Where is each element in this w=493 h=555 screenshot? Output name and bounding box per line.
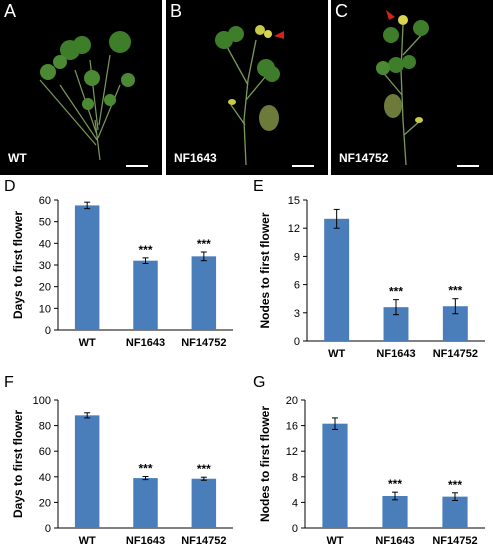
chart-e-category-label: NF1643 <box>376 348 415 360</box>
chart-d-y-tick-label: 40 <box>39 238 51 250</box>
chart-g-y-tick-label: 16 <box>286 421 298 433</box>
chart-e-y-tick-label: 15 <box>288 195 300 207</box>
chart-e-y-tick-label: 12 <box>288 223 300 235</box>
chart-f-bar <box>191 478 217 528</box>
chart-d-y-tick-label: 30 <box>39 260 51 272</box>
chart-f-category-label: NF1643 <box>126 535 165 547</box>
chart-g-category-label: NF14752 <box>432 535 477 547</box>
chart-e-y-tick-label: 9 <box>294 251 300 263</box>
chart-f-y-tick-label: 40 <box>39 472 51 484</box>
chart-e-y-tick-label: 3 <box>294 308 300 320</box>
chart-f-bar <box>74 415 100 528</box>
chart-g-category-label: NF1643 <box>375 535 414 547</box>
chart-d-bar <box>133 260 158 330</box>
chart-d-category-label: WT <box>79 337 96 349</box>
chart-panel-e: E Nodes to first flower 0 3 6 9 12 15 WT *** NF16… <box>247 178 493 363</box>
chart-panel-f: F Days to first flower 0 20 40 60 80 100 WT *** N… <box>0 370 246 555</box>
photo-panel-a: A WT <box>0 0 162 175</box>
chart-d-y-tick-label: 20 <box>39 282 51 294</box>
chart-letter-f: F <box>4 374 14 391</box>
chart-g-y-axis-label: Nodes to first flower <box>258 406 272 522</box>
chart-e-significance-label: *** <box>389 285 403 299</box>
chart-panel-g: G Nodes to first flower 0 4 8 12 16 20 WT *** NF1… <box>247 370 493 555</box>
plant-illustration-c <box>376 10 429 166</box>
chart-letter-g: G <box>253 374 266 391</box>
chart-d-category-label: NF1643 <box>126 337 165 349</box>
chart-e-category-label: WT <box>328 348 345 360</box>
chart-g-category-label: WT <box>326 535 343 547</box>
photo-panel-b: B NF1643 <box>166 0 328 175</box>
genotype-label-a: WT <box>8 151 27 165</box>
chart-f-bar <box>133 478 158 528</box>
chart-d-significance-label: *** <box>138 243 152 257</box>
chart-letter-e: E <box>253 178 264 195</box>
chart-e-bar <box>324 218 350 341</box>
chart-d-y-tick-label: 10 <box>39 303 51 315</box>
chart-g-y-tick-label: 20 <box>286 395 298 407</box>
chart-f-y-tick-label: 100 <box>33 395 51 407</box>
chart-g-y-tick-label: 4 <box>292 497 298 509</box>
scale-bar-c <box>457 165 479 167</box>
chart-d-bar <box>191 256 217 330</box>
plant-illustration-a <box>39 31 135 161</box>
chart-g-bar <box>322 423 348 528</box>
chart-g-significance-label: *** <box>448 478 462 492</box>
chart-g-y-tick-label: 12 <box>286 446 298 458</box>
chart-g-significance-label: *** <box>388 477 402 491</box>
bar-chart-f: Days to first flower 0 20 40 60 80 100 WT *** NF1… <box>11 395 233 547</box>
chart-e-category-label: NF14752 <box>433 348 478 360</box>
chart-e-y-tick-label: 0 <box>294 336 300 348</box>
chart-e-significance-label: *** <box>448 284 462 298</box>
scale-bar-b <box>292 165 314 167</box>
chart-f-significance-label: *** <box>197 462 211 476</box>
chart-panel-d: D Days to first flower 0 10 20 30 40 50 60 WT ***… <box>0 178 246 363</box>
chart-f-y-tick-label: 20 <box>39 497 51 509</box>
chart-d-bar <box>74 205 100 330</box>
chart-e-y-axis-label: Nodes to first flower <box>258 212 272 328</box>
scale-bar-a <box>126 165 148 167</box>
chart-d-y-tick-label: 50 <box>39 217 51 229</box>
chart-f-category-label: WT <box>79 535 96 547</box>
chart-d-y-axis-label: Days to first flower <box>11 211 25 319</box>
chart-e-y-tick-label: 6 <box>294 280 300 292</box>
chart-f-y-tick-label: 0 <box>45 523 51 535</box>
panel-label-a: A <box>4 1 17 21</box>
chart-letter-d: D <box>4 178 16 195</box>
chart-f-y-tick-label: 80 <box>39 421 51 433</box>
panel-label-b: B <box>170 1 183 21</box>
chart-g-bar <box>382 496 408 528</box>
genotype-label-b: NF1643 <box>174 151 217 165</box>
genotype-label-c: NF14752 <box>339 151 389 165</box>
bar-chart-g: Nodes to first flower 0 4 8 12 16 20 WT *** NF164… <box>258 395 485 547</box>
chart-d-significance-label: *** <box>197 237 211 251</box>
panel-label-c: C <box>335 1 348 21</box>
photo-panel-c: C NF14752 <box>331 0 493 175</box>
chart-g-y-tick-label: 8 <box>292 472 298 484</box>
chart-g-y-tick-label: 0 <box>292 523 298 535</box>
chart-d-y-tick-label: 0 <box>45 325 51 337</box>
bar-chart-e: Nodes to first flower 0 3 6 9 12 15 WT *** NF1643… <box>258 195 485 360</box>
chart-f-y-tick-label: 60 <box>39 446 51 458</box>
chart-f-significance-label: *** <box>138 462 152 476</box>
plant-illustration-b <box>215 25 284 166</box>
chart-d-category-label: NF14752 <box>181 337 226 349</box>
chart-f-category-label: NF14752 <box>181 535 226 547</box>
chart-f-y-axis-label: Days to first flower <box>11 410 25 518</box>
bar-chart-d: Days to first flower 0 10 20 30 40 50 60 WT *** NF… <box>11 195 233 349</box>
chart-g-bar <box>442 496 468 528</box>
chart-d-y-tick-label: 60 <box>39 195 51 207</box>
